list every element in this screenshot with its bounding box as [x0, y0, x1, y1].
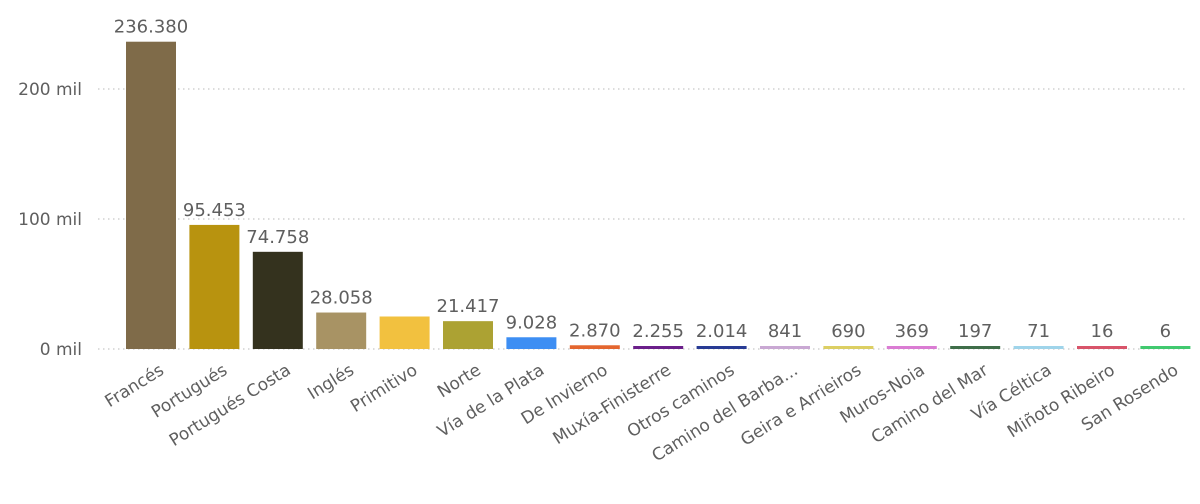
bar[interactable]: [760, 346, 810, 349]
bar[interactable]: [1077, 346, 1127, 349]
data-label: 369: [895, 321, 929, 342]
data-label: 2.870: [569, 320, 621, 341]
y-tick-label: 0 mil: [40, 340, 82, 360]
data-label: 236.380: [114, 17, 188, 38]
bar[interactable]: [252, 251, 303, 349]
x-tick-label: Primitivo: [347, 360, 421, 417]
data-label: 71: [1027, 321, 1050, 342]
bar[interactable]: [126, 41, 176, 350]
bar[interactable]: [1013, 346, 1064, 349]
bar[interactable]: [379, 316, 430, 350]
data-label: 28.058: [310, 288, 373, 309]
data-label: 197: [958, 321, 992, 342]
x-tick-label: Norte: [434, 360, 485, 402]
bar[interactable]: [316, 312, 367, 349]
bar[interactable]: [506, 337, 557, 349]
data-label: 95.453: [183, 200, 246, 221]
data-label: 690: [831, 321, 865, 342]
x-tick-label: Miñoto Ribeiro: [1004, 360, 1119, 442]
bar[interactable]: [443, 321, 493, 349]
data-label: 6: [1160, 321, 1171, 342]
data-label: 841: [768, 321, 802, 342]
bar[interactable]: [696, 346, 747, 349]
y-tick-label: 100 mil: [18, 210, 82, 230]
bar[interactable]: [823, 346, 874, 349]
data-label: 2.255: [632, 321, 684, 342]
bar[interactable]: [1140, 346, 1191, 349]
data-label: 74.758: [246, 227, 309, 248]
y-tick-label: 200 mil: [18, 80, 82, 100]
bar[interactable]: [886, 346, 937, 349]
data-label: 16: [1091, 321, 1114, 342]
bar[interactable]: [569, 345, 620, 349]
bar[interactable]: [633, 346, 684, 349]
bar[interactable]: [189, 224, 240, 349]
bars: [126, 41, 1191, 350]
data-label: 2.014: [696, 321, 748, 342]
bar[interactable]: [950, 346, 1001, 349]
y-axis: 0 mil 100 mil 200 mil: [18, 80, 82, 360]
data-label: 21.417: [437, 296, 500, 317]
x-tick-label: Vía de la Plata: [434, 360, 548, 442]
data-label: 9.028: [506, 312, 558, 333]
